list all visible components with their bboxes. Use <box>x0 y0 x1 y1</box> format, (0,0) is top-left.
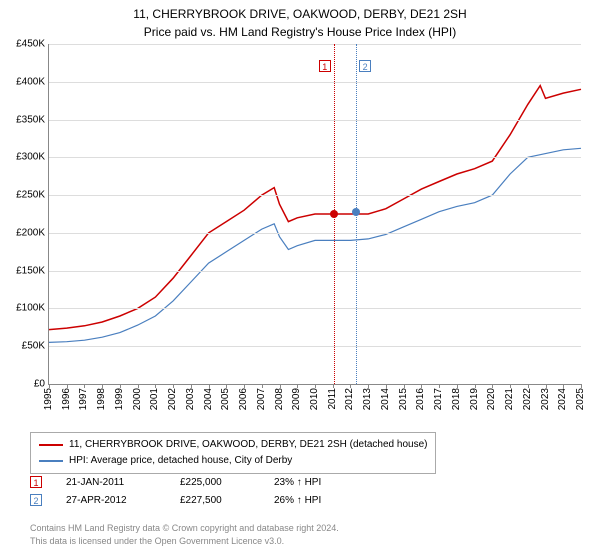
x-axis-label: 2006 <box>238 388 249 410</box>
gridline <box>49 82 581 83</box>
x-axis-label: 2017 <box>433 388 444 410</box>
x-axis-label: 2002 <box>167 388 178 410</box>
marker-dot-2 <box>352 208 360 216</box>
x-axis-label: 2013 <box>362 388 373 410</box>
x-axis-label: 2008 <box>274 388 285 410</box>
x-axis-label: 2005 <box>220 388 231 410</box>
event-date: 21-JAN-2011 <box>66 477 156 488</box>
x-axis-label: 2016 <box>415 388 426 410</box>
chart-svg <box>49 44 581 384</box>
x-axis-label: 2015 <box>398 388 409 410</box>
gridline <box>49 271 581 272</box>
footer-line-1: Contains HM Land Registry data © Crown c… <box>30 522 339 535</box>
y-axis-label: £350K <box>16 114 45 125</box>
event-row: 1 21-JAN-2011 £225,000 23% ↑ HPI <box>30 476 354 488</box>
x-axis-label: 2018 <box>451 388 462 410</box>
x-axis-label: 2022 <box>522 388 533 410</box>
x-axis-label: 2000 <box>132 388 143 410</box>
gridline <box>49 120 581 121</box>
event-price: £227,500 <box>180 495 250 506</box>
y-axis-label: £200K <box>16 227 45 238</box>
x-axis-label: 2012 <box>344 388 355 410</box>
chart-plot-area: £0£50K£100K£150K£200K£250K£300K£350K£400… <box>48 44 581 385</box>
marker-box-1: 1 <box>319 60 331 72</box>
events-table: 1 21-JAN-2011 £225,000 23% ↑ HPI 2 27-APR-201… <box>30 476 354 512</box>
x-axis-label: 2024 <box>557 388 568 410</box>
event-date: 27-APR-2012 <box>66 495 156 506</box>
legend-row: 11, CHERRYBROOK DRIVE, OAKWOOD, DERBY, D… <box>39 437 427 453</box>
x-axis-label: 2020 <box>486 388 497 410</box>
gridline <box>49 233 581 234</box>
y-axis-label: £450K <box>16 39 45 50</box>
marker-box-2: 2 <box>359 60 371 72</box>
x-axis-label: 2004 <box>203 388 214 410</box>
x-axis-label: 1998 <box>96 388 107 410</box>
gridline <box>49 308 581 309</box>
y-axis-label: £400K <box>16 76 45 87</box>
legend-swatch <box>39 444 63 446</box>
gridline <box>49 195 581 196</box>
gridline <box>49 44 581 45</box>
footer-attribution: Contains HM Land Registry data © Crown c… <box>30 522 339 547</box>
x-axis-label: 2007 <box>256 388 267 410</box>
legend-row: HPI: Average price, detached house, City… <box>39 453 427 469</box>
x-axis-label: 2025 <box>575 388 586 410</box>
x-axis-label: 1999 <box>114 388 125 410</box>
event-price: £225,000 <box>180 477 250 488</box>
x-axis-label: 2009 <box>291 388 302 410</box>
x-axis-label: 2001 <box>149 388 160 410</box>
event-delta: 26% ↑ HPI <box>274 495 354 506</box>
series-line-hpi <box>49 148 581 342</box>
x-axis-label: 2023 <box>540 388 551 410</box>
legend-label: HPI: Average price, detached house, City… <box>69 453 292 469</box>
chart-title: 11, CHERRYBROOK DRIVE, OAKWOOD, DERBY, D… <box>0 0 600 23</box>
gridline <box>49 157 581 158</box>
y-axis-label: £300K <box>16 152 45 163</box>
y-axis-label: £50K <box>22 341 45 352</box>
y-axis-label: £150K <box>16 265 45 276</box>
event-marker: 1 <box>30 476 42 488</box>
marker-dot-1 <box>330 210 338 218</box>
y-axis-label: £100K <box>16 303 45 314</box>
x-axis-label: 1995 <box>43 388 54 410</box>
y-axis-label: £250K <box>16 190 45 201</box>
x-axis-label: 1996 <box>61 388 72 410</box>
chart-legend: 11, CHERRYBROOK DRIVE, OAKWOOD, DERBY, D… <box>30 432 436 474</box>
x-axis-label: 2011 <box>327 388 338 410</box>
event-marker: 2 <box>30 494 42 506</box>
legend-label: 11, CHERRYBROOK DRIVE, OAKWOOD, DERBY, D… <box>69 437 427 453</box>
x-axis-label: 2019 <box>469 388 480 410</box>
x-axis-label: 2021 <box>504 388 515 410</box>
gridline <box>49 346 581 347</box>
chart-subtitle: Price paid vs. HM Land Registry's House … <box>0 23 600 39</box>
footer-line-2: This data is licensed under the Open Gov… <box>30 535 339 548</box>
event-row: 2 27-APR-2012 £227,500 26% ↑ HPI <box>30 494 354 506</box>
chart-container: 11, CHERRYBROOK DRIVE, OAKWOOD, DERBY, D… <box>0 0 600 560</box>
x-axis-label: 1997 <box>78 388 89 410</box>
x-axis-label: 2014 <box>380 388 391 410</box>
event-delta: 23% ↑ HPI <box>274 477 354 488</box>
x-axis-label: 2010 <box>309 388 320 410</box>
series-line-property <box>49 86 581 330</box>
legend-swatch <box>39 460 63 462</box>
x-axis-label: 2003 <box>185 388 196 410</box>
